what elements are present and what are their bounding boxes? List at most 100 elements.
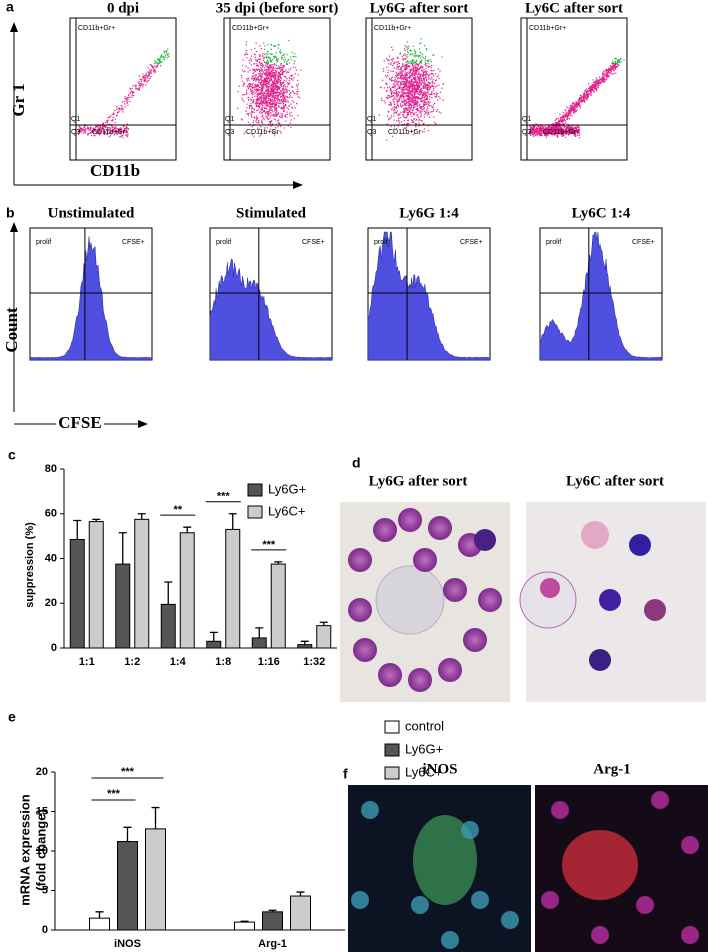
gate-label: CD11b+Gr+ [78, 25, 115, 32]
dot [541, 134, 543, 137]
gate-label: prolif [36, 239, 51, 246]
error-bar [300, 640, 309, 645]
dot [408, 61, 410, 63]
dot [405, 100, 407, 102]
dot [161, 61, 163, 63]
dot [142, 73, 144, 75]
dot [536, 129, 539, 131]
dot [431, 64, 433, 67]
dot [251, 106, 253, 108]
dot [571, 125, 573, 127]
dot [418, 89, 420, 91]
dot [424, 81, 426, 84]
dot [427, 104, 430, 106]
cell [589, 649, 611, 671]
error-bar [164, 581, 173, 605]
dot [244, 54, 246, 56]
dot [580, 96, 582, 99]
dot [416, 100, 418, 102]
dot [275, 104, 277, 106]
bar [262, 911, 283, 931]
dot [285, 104, 287, 106]
dot [408, 76, 411, 78]
dot [578, 103, 580, 105]
dot [159, 57, 161, 59]
dot [404, 73, 406, 75]
dot [78, 133, 80, 135]
dot [574, 126, 576, 129]
dot [281, 113, 283, 115]
dot [395, 98, 398, 100]
dot [253, 109, 256, 111]
dot [422, 73, 425, 75]
dot [413, 49, 416, 51]
dot [253, 63, 255, 65]
dot [556, 121, 559, 124]
dot [574, 133, 576, 136]
dot [429, 111, 431, 113]
dot [405, 55, 407, 57]
dot [140, 79, 142, 81]
dot [395, 112, 397, 114]
dot [146, 76, 148, 78]
dot [387, 95, 389, 97]
dot [425, 85, 427, 87]
dot [417, 75, 419, 77]
dot [543, 129, 546, 131]
dot [423, 84, 425, 86]
panel-letter: e [8, 709, 16, 725]
dot [259, 45, 261, 47]
dot [255, 88, 257, 90]
dot [106, 129, 109, 131]
dot [111, 114, 113, 116]
dot [243, 84, 245, 86]
dot [618, 59, 620, 61]
dot [394, 85, 396, 87]
dot [402, 77, 404, 79]
dot [405, 88, 407, 91]
dot [402, 101, 404, 103]
dot [267, 44, 269, 46]
dot [268, 94, 270, 96]
dot [542, 130, 545, 132]
dot [583, 98, 585, 100]
dot [602, 74, 605, 76]
dot [283, 90, 285, 93]
dot [405, 81, 407, 83]
dot [273, 82, 276, 84]
dot [566, 127, 568, 129]
dot [565, 132, 567, 134]
dot [264, 79, 266, 81]
dot [393, 98, 395, 100]
dot [263, 53, 266, 55]
dot [154, 62, 156, 64]
dot [408, 106, 410, 109]
dot [391, 77, 393, 79]
dot [390, 79, 392, 81]
dot [273, 55, 275, 57]
dot [419, 80, 421, 82]
dot [563, 118, 566, 120]
dot [406, 65, 408, 67]
dot [112, 129, 114, 131]
dot [397, 95, 399, 97]
dot [132, 85, 134, 87]
dot [248, 107, 251, 109]
dot [416, 67, 418, 69]
dot [577, 125, 580, 127]
dot [250, 77, 252, 79]
dot [568, 111, 571, 113]
dot [262, 57, 264, 59]
dot [570, 130, 572, 132]
dot [247, 112, 249, 115]
dot [405, 117, 407, 119]
dot [419, 106, 421, 108]
dot [570, 128, 572, 130]
dot [261, 84, 263, 86]
dot [555, 133, 557, 135]
dot [551, 129, 553, 131]
dot [414, 78, 416, 80]
dot [267, 72, 269, 74]
cell [591, 926, 609, 944]
dot [579, 99, 581, 101]
